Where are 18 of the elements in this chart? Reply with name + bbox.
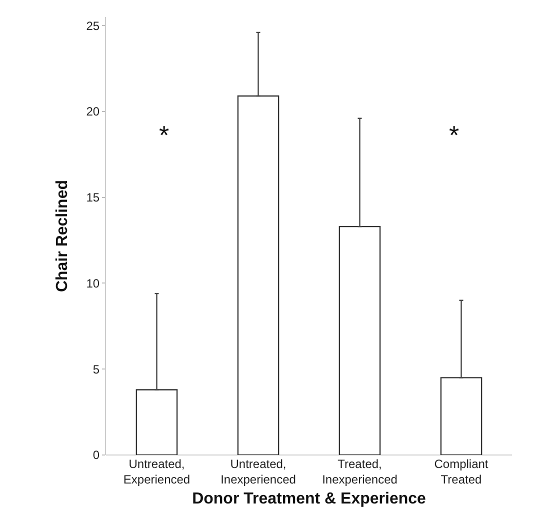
x-tick-label: Compliant Treated <box>434 457 489 487</box>
y-tick-label: 15 <box>86 190 100 205</box>
y-tick-label: 0 <box>92 448 100 462</box>
annotation: * <box>449 120 460 150</box>
x-tick-label: Untreated, Inexperienced <box>220 457 296 487</box>
annotation: * <box>159 120 170 150</box>
y-tick-label: 20 <box>86 104 100 119</box>
x-tick-label: Untreated, Experienced <box>123 457 190 487</box>
bar <box>237 95 280 455</box>
bar <box>338 226 381 455</box>
y-tick-label: 10 <box>86 276 100 290</box>
x-tick-label: Treated, Inexperienced <box>322 457 398 487</box>
y-tick-label: 25 <box>86 18 100 33</box>
y-tick-label: 5 <box>92 362 100 376</box>
bar <box>440 377 482 455</box>
bar <box>136 389 178 455</box>
y-axis-title: Chair Reclined <box>54 180 72 292</box>
x-axis-title: Donor Treatment & Experience <box>192 490 426 508</box>
